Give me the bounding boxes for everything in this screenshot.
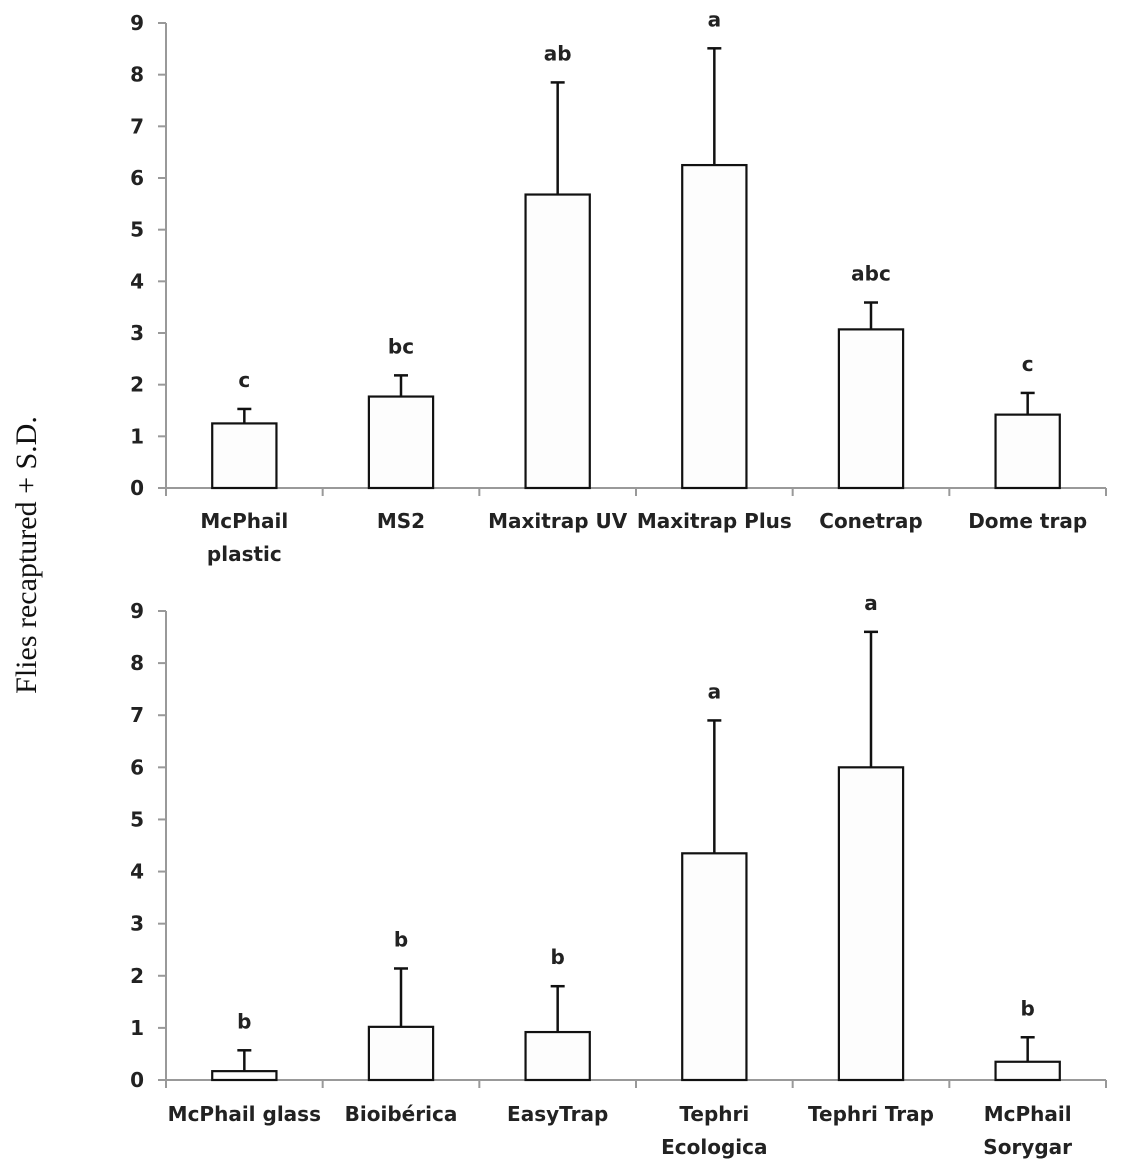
bar [211, 1070, 278, 1082]
y-tick-label: 9 [130, 599, 144, 623]
y-tick-label: 0 [130, 476, 144, 500]
y-tick-label: 8 [130, 651, 144, 675]
y-tick-label: 3 [130, 321, 144, 345]
category-label: Conetrap [819, 509, 922, 533]
y-tick-label: 5 [130, 218, 144, 242]
y-tick-label: 2 [130, 964, 144, 988]
y-tick-label: 6 [130, 166, 144, 190]
bar [681, 852, 748, 1082]
category-label: Maxitrap UV [488, 509, 628, 533]
significance-letter: a [708, 7, 722, 31]
y-tick-label: 3 [130, 912, 144, 936]
y-tick-label: 8 [130, 63, 144, 87]
y-tick-label: 1 [130, 424, 144, 448]
bar [994, 1060, 1061, 1082]
significance-letter: bc [388, 334, 414, 358]
y-tick-label: 4 [130, 860, 144, 884]
category-label: Dome trap [968, 509, 1087, 533]
y-tick-label: 9 [130, 11, 144, 35]
bottom-panel: 0 1 2 3 4 5 6 7 8 9 b McPhail glass b Bioibérica b Easy… [130, 591, 1107, 1159]
category-label: Tephri [679, 1102, 749, 1126]
significance-letter: a [864, 591, 878, 615]
y-axis-label: Flies recaptured + S.D. [10, 416, 43, 694]
bar [837, 328, 905, 490]
bar [367, 1025, 435, 1082]
y-tick-label: 0 [130, 1068, 144, 1092]
bar [211, 422, 278, 490]
bar [524, 193, 591, 490]
bar [524, 1030, 591, 1082]
category-label: Sorygar [983, 1135, 1072, 1159]
top-panel: 0 1 2 3 4 5 6 7 8 9 c McPhail plastic bc MS2 ab Maxitrap… [130, 7, 1107, 566]
category-label: EasyTrap [507, 1102, 608, 1126]
significance-letter: c [1022, 352, 1034, 376]
y-tick-label: 4 [130, 269, 144, 293]
y-tick-label: 7 [130, 114, 144, 138]
category-label: McPhail glass [168, 1102, 321, 1126]
y-tick-label: 6 [130, 755, 144, 779]
y-tick-label: 1 [130, 1016, 144, 1040]
significance-letter: abc [851, 262, 891, 286]
category-label: Bioibérica [345, 1102, 458, 1126]
bar [681, 163, 748, 490]
category-label: Maxitrap Plus [637, 509, 792, 533]
y-tick-label: 5 [130, 807, 144, 831]
category-label: plastic [207, 542, 282, 566]
significance-letter: a [708, 679, 722, 703]
category-label: McPhail [200, 509, 288, 533]
bar [994, 413, 1061, 490]
significance-letter: b [237, 1009, 251, 1033]
bar [367, 395, 435, 490]
category-label: MS2 [377, 509, 425, 533]
bar [837, 766, 905, 1082]
category-label: Ecologica [661, 1135, 767, 1159]
significance-letter: b [394, 927, 408, 951]
significance-letter: b [551, 945, 565, 969]
y-tick-label: 2 [130, 373, 144, 397]
category-label: McPhail [984, 1102, 1072, 1126]
y-tick-label: 7 [130, 703, 144, 727]
category-label: Tephri Trap [808, 1102, 934, 1126]
significance-letter: c [238, 368, 250, 392]
significance-letter: ab [544, 41, 572, 65]
significance-letter: b [1021, 996, 1035, 1020]
